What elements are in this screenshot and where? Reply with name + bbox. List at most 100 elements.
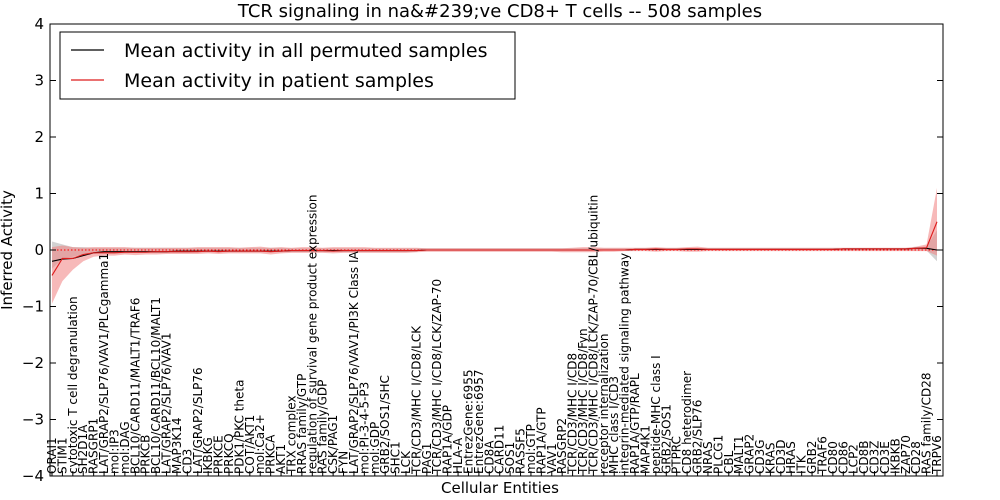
x-tick-label: TCR/CD3/MHC I/CD8/LCK/ZAP-70/CBL/ubiquit… (586, 195, 600, 475)
x-axis-label: Cellular Entities (441, 479, 559, 497)
x-tick-label: PTPRC (670, 436, 684, 474)
x-tick-label: PRKCA (264, 434, 278, 474)
x-tick-label: COT/AKT1 (243, 415, 257, 474)
x-tick-label: LAT/GRAP2/SLP76/VAV1 (160, 333, 174, 474)
x-tick-label: TCR/CD3/MHC I/CD8/LCK (409, 325, 423, 475)
x-tick-label: GRB2/SOS1/SHC (378, 375, 392, 474)
x-tick-label: BCL10/CARD11/BCL10/MALT1 (149, 297, 163, 474)
x-tick-label: CD3 (180, 449, 194, 474)
x-tick-label: CD8A (482, 440, 496, 474)
x-tick-label: CD86 (836, 441, 850, 474)
x-tick-label: IKBKG (201, 437, 215, 474)
x-tick-label: LCP2 (847, 444, 861, 474)
y-tick-label: 1 (34, 185, 44, 203)
x-tick-label: KRAS (763, 442, 777, 474)
x-tick-label: LAT/GRAP2/SLP76/VAV1/PLCgamma1 (97, 253, 111, 474)
x-tick-label: RAP1A/GTP (534, 407, 548, 474)
x-tick-label: PAG1 (420, 443, 434, 474)
x-tick-label: LAT/GRAP2/SLP76/VAV1/PI3K Class IA (347, 250, 361, 474)
legend-box (59, 31, 516, 100)
x-tick-label: CARD11 (493, 425, 507, 474)
y-tick-label: 0 (34, 241, 44, 259)
x-tick-label: TCR/CD3/MHC I/CD8/LCK/ZAP-70 (430, 279, 444, 475)
x-tick-label: LAT/GRAP2/SLP76 (191, 367, 205, 474)
x-tick-label: IKBKB (888, 438, 902, 474)
x-tick-label: CD8B (857, 441, 871, 475)
x-tick-label: SHC1 (389, 441, 403, 474)
x-tick-label: MHC class I/CD3 (607, 376, 621, 474)
x-tick-label: TCR/CD3/MHC I/CD8/Fyn (576, 328, 590, 475)
x-tick-label: AKT1 (274, 444, 288, 474)
x-tick-label: mol:Ca2+ (253, 414, 267, 474)
y-tick-label: 2 (34, 128, 44, 146)
x-tick-label: LCK (399, 450, 413, 474)
x-tick-label: ITK (795, 454, 809, 474)
x-tick-label: SOS1 (503, 442, 517, 474)
x-tick-label: GRB2/SLP76 (691, 400, 705, 474)
x-tick-label: HRAS (784, 441, 798, 474)
x-tick-label: TRAF6 (815, 436, 829, 475)
x-tick-label: RAP1A/GTP/RAPL (628, 373, 642, 474)
x-tick-label: CBL (722, 450, 736, 474)
x-tick-label: RRAS family/GTP (295, 374, 309, 474)
x-tick-label: PRKCQ (222, 433, 236, 474)
bands-layer (52, 187, 937, 304)
chart-title: TCR signaling in na&#239;ve CD8+ T cells… (237, 1, 762, 22)
x-tick-label: TRPV6 (930, 435, 944, 475)
x-tick-label: CD3D (774, 440, 788, 475)
x-tick-label: CD3Z (868, 441, 882, 474)
x-tick-label: GRB2 (805, 440, 819, 474)
x-tick-label: PRKCE (212, 435, 226, 474)
x-tick-label: ORAI1 (45, 437, 59, 474)
x-tick-label: EntrezGene:6957 (472, 370, 486, 475)
x-tick-label: CD80 (826, 441, 840, 474)
x-tick-label: VAV1 (545, 443, 559, 474)
x-tick-label: mol:GTP (524, 424, 538, 474)
series-line-patient (51, 221, 938, 276)
x-tick-label: CD3G (753, 439, 767, 474)
x-tick-label: TCR/CD3/MHC I/CD8 (566, 353, 580, 475)
x-tick-label: GRB2/SOS1 (659, 404, 673, 474)
x-tick-label: mol:IP3 (107, 429, 121, 474)
x-tick-label: NRAS (701, 441, 715, 474)
x-tick-label: PLCG1 (711, 435, 725, 474)
y-tick-label: 4 (34, 15, 44, 33)
x-tick-label: receptor internalization (597, 334, 611, 474)
x-tick-label: MAP4K1 (638, 425, 652, 474)
legend-label-permuted: Mean activity in all permuted samples (124, 40, 487, 62)
x-tick-label: HLA-A (451, 437, 465, 474)
y-tick-label: −4 (22, 467, 44, 485)
x-tick-label: MALT1 (732, 435, 746, 474)
legend: Mean activity in all permuted samples Me… (59, 31, 516, 100)
x-tick-label: EntrezGene:6955 (461, 370, 475, 475)
x-tick-label: CD8 heterodimer (680, 371, 694, 474)
x-tick-label: peptide-MHC class I (649, 355, 663, 474)
x-tick-label: RAS family/CD28 (920, 373, 934, 474)
x-tick-label: CD3E (878, 441, 892, 474)
x-tick-label: SH2D1A (76, 424, 90, 474)
y-axis-label: Inferred Activity (0, 190, 16, 310)
x-tick-label: mol:GDP (368, 422, 382, 474)
x-tick-label: RASSF5 (514, 428, 528, 474)
lines-layer (51, 221, 938, 276)
x-tick-label: BCL10/CARD11/MALT1/TRAF6 (128, 298, 142, 474)
x-tick-label: MAP3K14 (170, 417, 184, 474)
x-tick-label: RASGRP2 (555, 418, 569, 474)
x-tick-label: cytotoxic T cell degranulation (66, 296, 80, 474)
x-tick-label: CSK/PAG1 (326, 415, 340, 474)
x-tick-label: CD28 (909, 441, 923, 474)
y-tick-label: 3 (34, 72, 44, 90)
y-tick-label: −2 (22, 354, 44, 372)
y-tick-label: −1 (22, 298, 44, 316)
x-tick-label: TRX complex (284, 395, 298, 475)
y-tick-label: −3 (22, 411, 44, 429)
x-tick-label: regulation of survival gene product expr… (305, 195, 319, 474)
x-tick-label: PRKCB (139, 435, 153, 474)
x-tick-label: mol:DAG (118, 421, 132, 474)
y-axis: −4 −3 −2 −1 0 1 2 3 4 (22, 15, 943, 485)
x-tick-label: RAS family/GDP (316, 380, 330, 474)
x-tick-label: mol:PI-3-4-5-P3 (357, 382, 371, 474)
x-tick-label: ZAP70 (899, 435, 913, 474)
x-tick-label: RASGRP1 (87, 418, 101, 474)
